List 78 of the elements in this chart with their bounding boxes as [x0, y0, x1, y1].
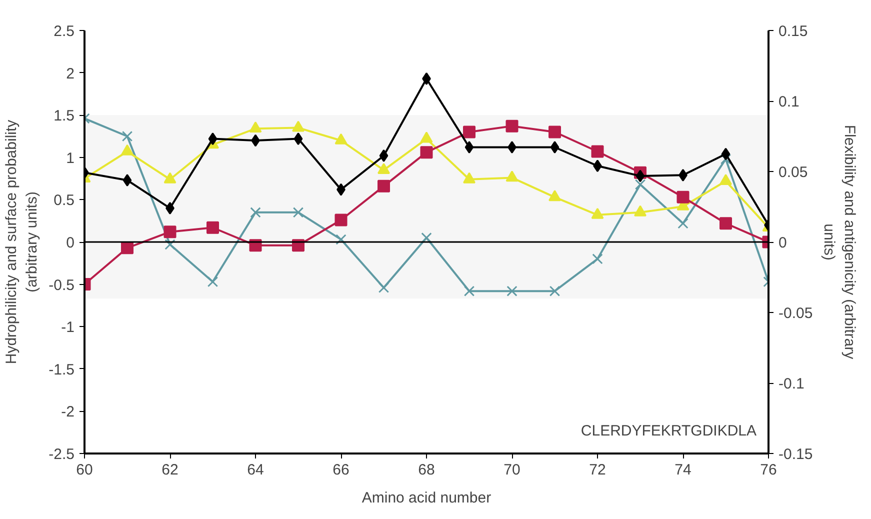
- x-tick-label: 66: [332, 462, 350, 478]
- point: [634, 179, 646, 190]
- point: [721, 148, 730, 160]
- point: [250, 207, 261, 218]
- y-tick-label: 2.5: [54, 23, 75, 40]
- point: [164, 226, 176, 238]
- point: [676, 190, 690, 204]
- x-tick-label: 70: [504, 462, 520, 478]
- x-tick-label: 74: [674, 462, 692, 478]
- y2-tick-label: 0.05: [778, 164, 808, 181]
- point: [207, 276, 218, 288]
- point: [420, 132, 433, 143]
- x-tick-label: 76: [760, 462, 777, 478]
- point: [506, 170, 518, 182]
- x-tick-label: 60: [76, 462, 93, 478]
- point: [506, 286, 518, 296]
- y-tick-label: -2: [61, 404, 75, 421]
- y-tick-label: 0: [66, 234, 74, 252]
- x-axis-title: Amino acid number: [362, 490, 492, 506]
- y2-tick-label: -0.05: [778, 305, 813, 322]
- y-tick-label: -1: [61, 319, 75, 336]
- y-tick-label: 1.5: [54, 108, 75, 125]
- point: [720, 154, 732, 164]
- y2-axis-title: Flexibility and antigenicity (arbitrary units): [820, 124, 858, 360]
- annotation: CLERDYFEKRTGDIKDLA: [580, 422, 757, 440]
- point: [548, 126, 561, 138]
- point: [420, 146, 433, 159]
- point: [292, 207, 304, 218]
- y2-tick-label: 0.1: [778, 94, 800, 110]
- point: [464, 141, 474, 154]
- point: [464, 286, 475, 296]
- point: [508, 141, 516, 154]
- point: [378, 180, 390, 192]
- point: [591, 145, 604, 158]
- point: [164, 239, 176, 250]
- point: [463, 172, 476, 184]
- point: [292, 120, 304, 132]
- point: [121, 144, 134, 156]
- x-tick-label: 68: [418, 462, 435, 478]
- point: [591, 208, 604, 219]
- y2-tick-label: -0.1: [778, 376, 804, 392]
- point: [336, 234, 346, 245]
- point: [122, 174, 132, 186]
- point: [592, 254, 603, 264]
- y-axis-title: Hydrophilicity and surface probability (arbitrary units): [3, 119, 41, 364]
- point: [550, 141, 560, 154]
- y-tick-label: -1.5: [48, 361, 75, 378]
- y-tick-label: 2: [66, 65, 74, 82]
- y-tick-label: 0.5: [54, 192, 75, 210]
- y2-tick-label: -0.15: [778, 446, 813, 463]
- point: [378, 282, 390, 294]
- point: [334, 214, 348, 226]
- point: [206, 221, 219, 234]
- y2-tick-label: 0.15: [778, 23, 808, 40]
- point: [548, 190, 561, 202]
- point: [720, 217, 732, 230]
- point: [549, 286, 560, 296]
- point: [636, 170, 645, 182]
- y-tick-label: 1: [66, 150, 74, 167]
- point: [122, 130, 133, 142]
- y2-tick-label: 0: [778, 234, 787, 252]
- y-tick-label: -2.5: [48, 446, 75, 463]
- point: [379, 149, 388, 162]
- point: [634, 205, 646, 216]
- y-tick-label: -0.5: [48, 276, 75, 294]
- point: [378, 162, 390, 174]
- x-tick-label: 64: [247, 462, 264, 478]
- point: [678, 218, 688, 229]
- point: [208, 132, 218, 146]
- point: [249, 122, 262, 133]
- point: [334, 133, 348, 144]
- point: [294, 132, 303, 146]
- point: [164, 172, 176, 184]
- point: [506, 120, 518, 132]
- point: [463, 126, 476, 138]
- x-tick-label: 62: [162, 462, 178, 478]
- x-tick-label: 72: [589, 462, 606, 478]
- point: [720, 174, 732, 186]
